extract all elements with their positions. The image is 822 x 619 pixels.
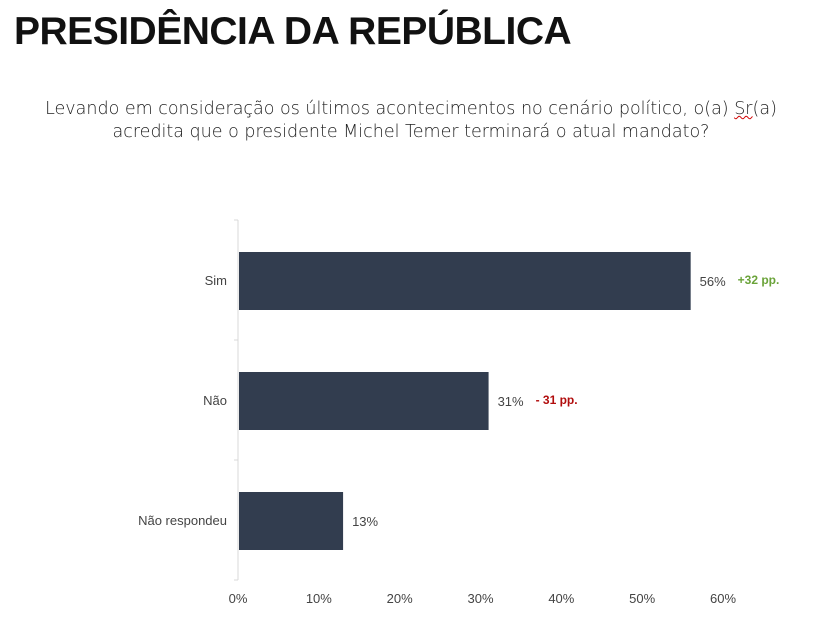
x-tick-label: 30% [467,591,493,606]
bar [239,372,489,430]
data-label: 56% [700,274,726,289]
data-label: 13% [352,514,378,529]
x-tick-label: 50% [629,591,655,606]
bar [239,252,691,310]
x-tick-label: 40% [548,591,574,606]
bar [239,492,344,550]
category-label: Sim [205,273,227,288]
change-annotation: - 31 pp. [536,393,578,407]
data-label: 31% [498,394,524,409]
question-line-1: Levando em consideração os últimos acont… [20,98,802,121]
x-tick-label: 10% [306,591,332,606]
page-title: PRESIDÊNCIA DA REPÚBLICA [14,10,572,53]
question-text: Levando em consideração os últimos acont… [20,98,802,144]
question-line-2: acredita que o presidente Michel Temer t… [112,122,710,142]
category-label: Não respondeu [138,513,227,528]
x-tick-label: 60% [710,591,736,606]
question-line-1-sr: Sr [734,99,753,119]
x-tick-label: 0% [229,591,248,606]
x-tick-label: 20% [387,591,413,606]
change-annotation: +32 pp. [738,273,780,287]
question-line-1-end: (a) [752,99,777,119]
question-line-1-start: Levando em consideração os últimos acont… [45,99,735,119]
category-label: Não [203,393,227,408]
